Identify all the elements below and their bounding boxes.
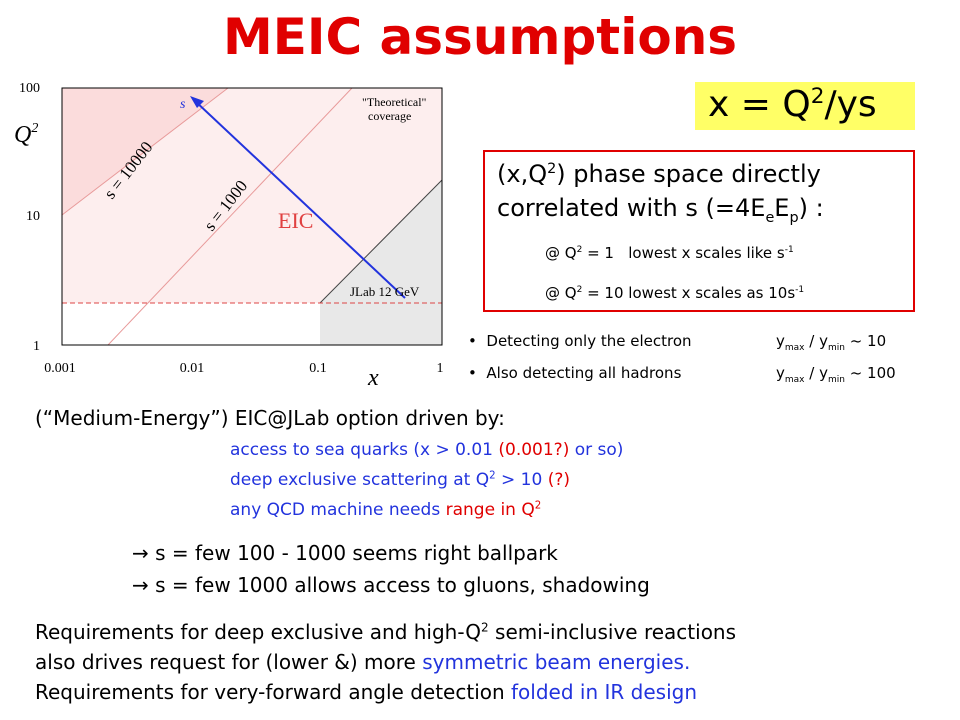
text-run: ~ 10	[844, 332, 887, 350]
text-run: any QCD machine needs	[230, 500, 446, 520]
text-run: max	[784, 343, 805, 353]
text-run: folded in IR design	[511, 680, 697, 704]
text-run: min	[827, 343, 845, 353]
arrow-label: s	[180, 97, 186, 112]
s10000-line	[61, 87, 229, 216]
text-run: 2	[576, 245, 583, 255]
text-run: p	[789, 209, 799, 226]
y-axis-label: Q2	[14, 121, 38, 148]
formula: x = Q2/ys	[708, 84, 877, 125]
text-run: / y	[804, 364, 828, 382]
text-run: 2	[481, 620, 489, 635]
text-run: Q	[14, 122, 31, 148]
text-run: ~ 100	[844, 364, 896, 382]
box-line: correlated with s (=4EeEp) :	[497, 194, 824, 226]
text-run: e	[765, 209, 775, 226]
text-run: max	[784, 375, 805, 385]
text-run: correlated with s (=4E	[497, 194, 766, 222]
text-run: / y	[804, 332, 828, 350]
text-run: 2	[810, 84, 825, 109]
formula-box	[695, 82, 915, 130]
y-tick-label: 1	[33, 339, 40, 354]
text-run: y	[776, 364, 785, 382]
text-run: Requirements for deep exclusive and high…	[35, 620, 482, 644]
text-run: 2	[489, 470, 496, 482]
text-run: also drives request for (lower &) more	[35, 650, 423, 674]
region-label: coverage	[368, 109, 411, 123]
text-run: = 1 lowest x scales like s	[582, 244, 785, 262]
x-tick-label: 0.01	[180, 361, 205, 376]
text-run: = 10 lowest x scales as 10s	[582, 284, 796, 302]
box-note: @ Q2 = 1 lowest x scales like s-1	[545, 244, 794, 262]
text-run: or so)	[569, 440, 624, 460]
jlab-region	[320, 180, 442, 345]
text-run: 2	[576, 285, 583, 295]
x-tick-label: 0.1	[309, 361, 327, 376]
text-run: deep exclusive scattering at Q	[230, 470, 490, 490]
region-label: "Theoretical"	[362, 95, 427, 109]
text-run: @ Q	[545, 244, 577, 262]
text-run: > 10	[495, 470, 548, 490]
text-run: 2	[31, 121, 38, 136]
text-run: @ Q	[545, 284, 577, 302]
frame	[61, 87, 443, 346]
text-run: x = Q	[708, 84, 811, 125]
text-run: 2	[534, 500, 542, 512]
arrow-head	[190, 96, 204, 108]
text-run: access to sea quarks (x > 0.01	[230, 440, 499, 460]
requirement: Requirements for deep exclusive and high…	[35, 620, 736, 644]
text-run: symmetric beam energies.	[422, 650, 691, 674]
x-tick-label: 1	[437, 361, 444, 376]
text-run: y	[776, 332, 785, 350]
text-run: E	[774, 194, 790, 222]
x-axis-label: x	[367, 365, 379, 391]
bullet-ratio: ymax / ymin ~ 10	[776, 332, 886, 353]
requirement: also drives request for (lower &) more s…	[35, 650, 690, 674]
bullet: • Also detecting all hadrons	[468, 364, 682, 382]
driver: any QCD machine needs range in Q2	[230, 500, 541, 520]
phase-space-box	[483, 150, 915, 312]
region-label: EIC	[278, 208, 313, 233]
text-run: Requirements for very-forward angle dete…	[35, 680, 512, 704]
box-line: (x,Q2) phase space directly	[497, 160, 821, 188]
text-run: (?)	[547, 470, 571, 490]
region-label: JLab 12 GeV	[350, 284, 420, 299]
bullet: • Detecting only the electron	[468, 332, 692, 350]
box-note: @ Q2 = 10 lowest x scales as 10s-1	[545, 284, 804, 302]
text-run: (x,Q	[497, 160, 548, 188]
text-run: /ys	[824, 84, 877, 125]
intro: (“Medium-Energy”) EIC@JLab option driven…	[35, 406, 505, 430]
s-arrow	[193, 99, 406, 299]
text-run: Detecting only the electron	[486, 332, 692, 350]
conclusion: → s = few 100 - 1000 seems right ballpar…	[132, 541, 558, 565]
slide-title: MEIC assumptions	[222, 8, 738, 66]
text-run: -1	[795, 285, 805, 295]
y-tick-label: 100	[19, 81, 40, 96]
text-run: Also detecting all hadrons	[486, 364, 682, 382]
text-run: (0.001?)	[498, 440, 570, 460]
text-run: ) :	[798, 194, 824, 222]
text-run: -1	[784, 245, 794, 255]
x-tick-label: 0.001	[44, 361, 76, 376]
text-run: semi-inclusive reactions	[488, 620, 737, 644]
requirement: Requirements for very-forward angle dete…	[35, 680, 697, 704]
y-tick-label: 10	[26, 209, 40, 224]
driver: deep exclusive scattering at Q2 > 10 (?)	[230, 470, 570, 490]
text-run: range in Q	[445, 500, 535, 520]
text-run: 2	[547, 161, 557, 177]
s1000-line	[107, 87, 353, 346]
driver: access to sea quarks (x > 0.01 (0.001?) …	[230, 440, 623, 460]
text-run: min	[827, 375, 845, 385]
jlab-line	[319, 179, 443, 304]
phase-space-plot: s 100 10 1 0.001 0.01 0.1 1 Q2 x s = 100…	[14, 81, 444, 391]
conclusion: → s = few 1000 allows access to gluons, …	[132, 573, 650, 597]
bullet-ratio: ymax / ymin ~ 100	[776, 364, 896, 385]
text-run: ) phase space directly	[556, 160, 821, 188]
